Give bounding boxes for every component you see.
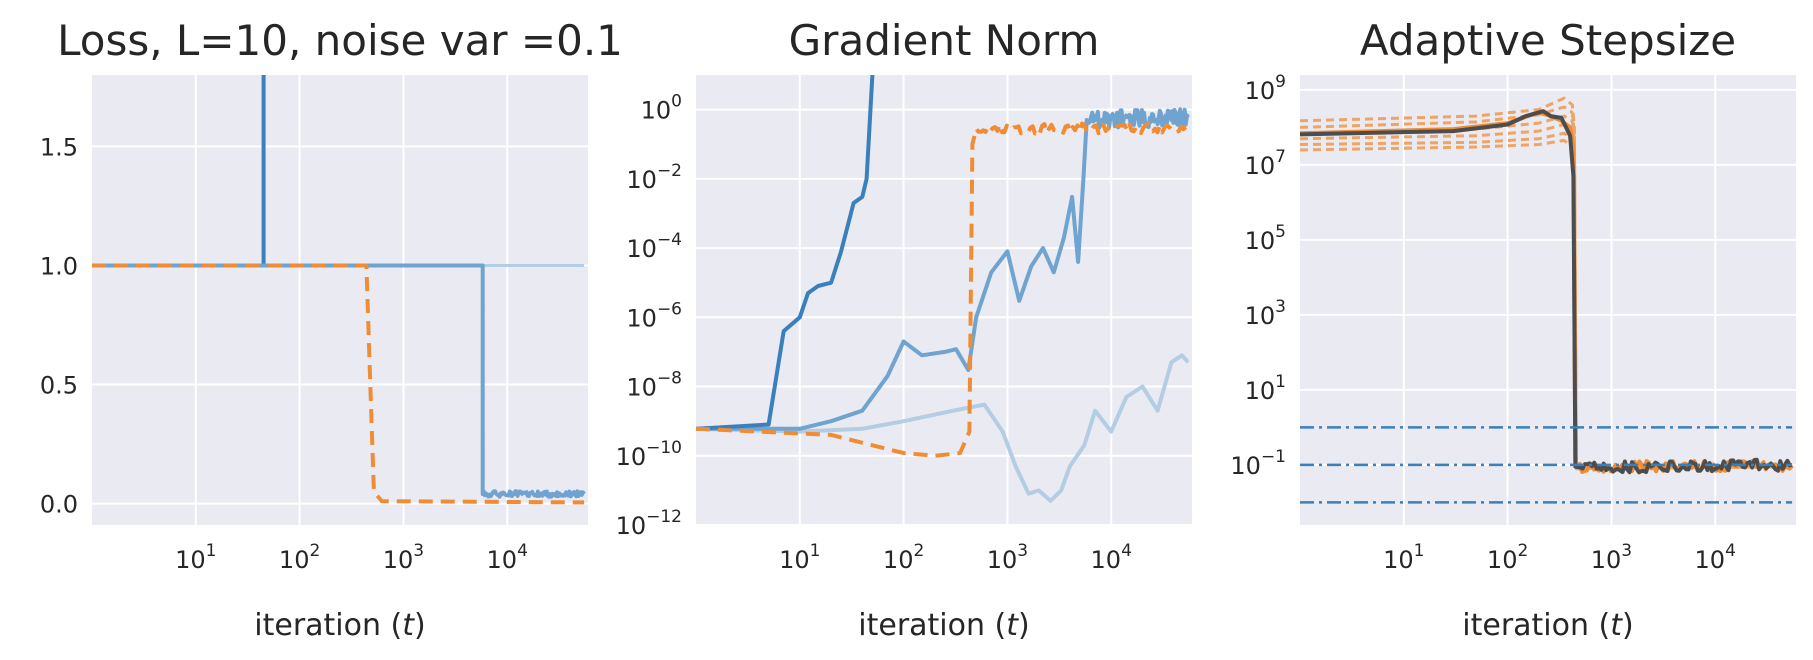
loss-y-tick-label: 0.5 xyxy=(40,372,78,400)
loss-x-tick-label: 102 xyxy=(279,541,320,574)
stepsize-x-tick-label: 101 xyxy=(1383,541,1424,574)
gradient-x-tick-label: 104 xyxy=(1091,541,1132,574)
loss-chart-title: Loss, L=10, noise var =0.1 xyxy=(57,16,623,65)
stepsize-x-axis-label: iteration (t) xyxy=(1462,608,1633,643)
gradient-x-tick-label: 103 xyxy=(987,541,1028,574)
stepsize-y-tick-label: 10−1 xyxy=(1230,447,1286,480)
stepsize-y-tick-label: 105 xyxy=(1245,222,1286,255)
loss-plot-area xyxy=(92,75,588,525)
gradient-y-tick-label: 10−10 xyxy=(616,438,682,471)
loss-x-tick-label: 103 xyxy=(383,541,424,574)
stepsize-y-tick-label: 107 xyxy=(1245,147,1286,180)
loss-series-line xyxy=(92,263,586,499)
loss-y-tick-label: 1.5 xyxy=(40,133,78,161)
gradient-x-axis-label: iteration (t) xyxy=(858,608,1029,643)
stepsize-chart-title: Adaptive Stepsize xyxy=(1360,16,1736,65)
gradient-series-line xyxy=(696,120,1189,458)
gradient-y-tick-label: 10−12 xyxy=(616,507,682,540)
stepsize-x-tick-label: 104 xyxy=(1695,541,1736,574)
loss-series-line xyxy=(92,263,585,505)
panel-loss: Loss, L=10, noise var =0.1 101 102 103 104 … xyxy=(40,16,623,643)
gradient-series-line xyxy=(696,75,875,431)
stepsize-y-tick-label: 101 xyxy=(1245,372,1286,405)
stepsize-x-tick-label: 102 xyxy=(1487,541,1528,574)
gradient-chart-title: Gradient Norm xyxy=(789,16,1100,65)
loss-x-tick-label: 101 xyxy=(175,541,216,574)
panel-adaptive-stepsize: Adaptive Stepsize 101 102 103 104 10−1 101 10… xyxy=(1230,16,1796,643)
stepsize-series-line xyxy=(1300,131,1793,471)
stepsize-y-tick-label: 109 xyxy=(1245,72,1286,105)
gradient-y-tick-label: 10−2 xyxy=(626,161,682,194)
gradient-series-line xyxy=(696,353,1190,503)
gradient-plot-area xyxy=(696,75,1192,525)
gradient-x-tick-label: 101 xyxy=(779,541,820,574)
gradient-y-tick-label: 10−4 xyxy=(626,230,682,263)
panel-gradient-norm: Gradient Norm 101 102 103 104 10−12 10−10 10−… xyxy=(616,16,1192,643)
gradient-x-tick-label: 102 xyxy=(883,541,924,574)
stepsize-x-tick-label: 103 xyxy=(1591,541,1632,574)
stepsize-y-tick-label: 103 xyxy=(1245,297,1286,330)
loss-x-axis-label: iteration (t) xyxy=(254,608,425,643)
stepsize-series-line xyxy=(1300,96,1793,471)
loss-y-tick-label: 0.0 xyxy=(40,491,78,519)
loss-x-tick-label: 104 xyxy=(487,541,528,574)
gradient-y-tick-label: 100 xyxy=(641,92,682,125)
gradient-y-tick-label: 10−8 xyxy=(626,369,682,402)
gradient-y-tick-label: 10−6 xyxy=(626,299,682,332)
gradient-series-line xyxy=(696,107,1190,431)
loss-y-tick-label: 1.0 xyxy=(40,252,78,280)
